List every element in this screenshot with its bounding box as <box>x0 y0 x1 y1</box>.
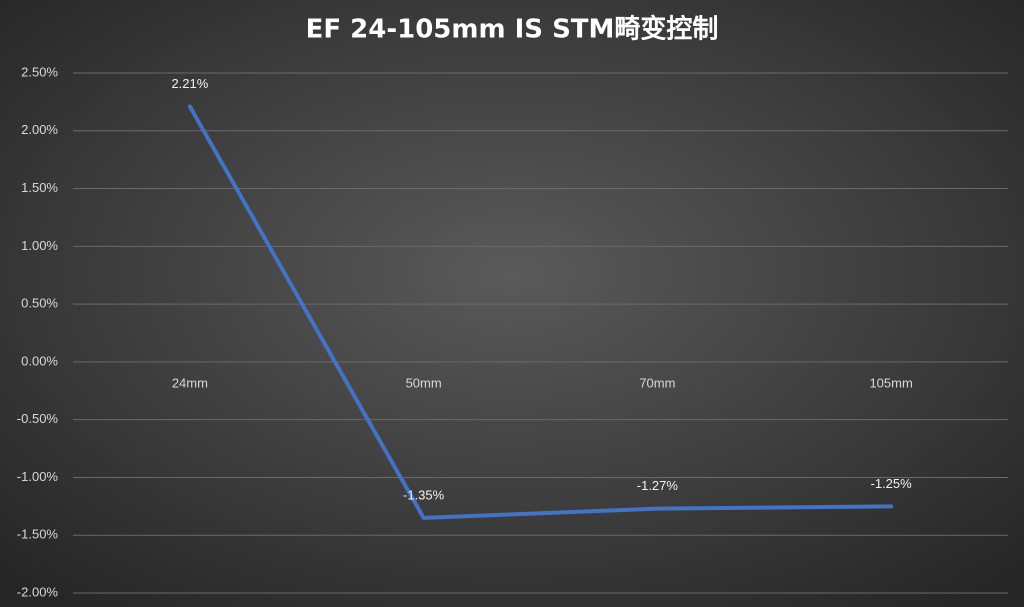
x-tick-label: 24mm <box>172 375 208 390</box>
data-label: -1.25% <box>871 476 913 491</box>
y-tick-label: 0.50% <box>21 296 58 311</box>
y-tick-label: -1.50% <box>17 527 59 542</box>
y-tick-label: 2.00% <box>21 122 58 137</box>
x-tick-label: 70mm <box>639 375 675 390</box>
data-label: -1.35% <box>403 487 445 502</box>
data-label: 2.21% <box>171 76 208 91</box>
y-tick-label: -2.00% <box>17 584 59 599</box>
data-line <box>187 104 894 520</box>
chart-title: EF 24-105mm IS STM畸变控制 <box>306 14 719 45</box>
y-tick-label: 0.00% <box>21 353 58 368</box>
y-tick-label: 1.00% <box>21 238 58 253</box>
x-tick-label: 50mm <box>406 375 442 390</box>
x-tick-label: 105mm <box>869 375 912 390</box>
y-tick-label: 2.50% <box>21 64 58 79</box>
y-tick-label: -1.00% <box>17 469 59 484</box>
y-tick-label: -0.50% <box>17 411 59 426</box>
y-tick-label: 1.50% <box>21 180 58 195</box>
data-label: -1.27% <box>637 478 679 493</box>
